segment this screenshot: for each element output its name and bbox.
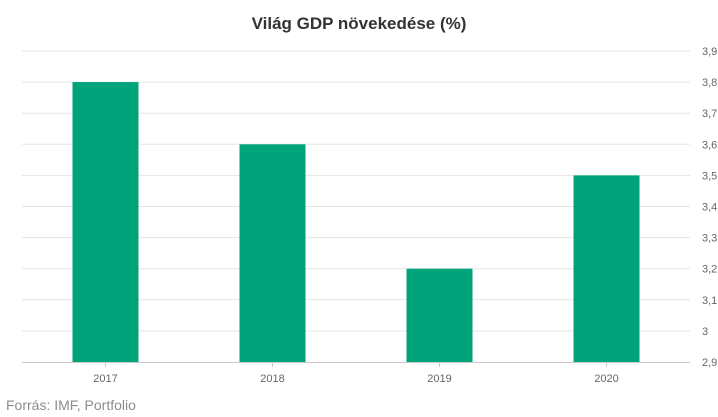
y-tick-label: 3,4	[702, 202, 717, 214]
source-note: Forrás: IMF, Portfolio	[6, 397, 136, 413]
y-tick-label: 3,3	[702, 233, 717, 245]
y-tick-label: 3,1	[702, 295, 717, 307]
bars	[72, 82, 640, 362]
y-tick-label: 3,9	[702, 46, 717, 58]
x-axis	[22, 362, 690, 367]
bar	[72, 82, 139, 362]
y-tick-label: 3,6	[702, 139, 717, 151]
y-tick-label: 3,7	[702, 108, 717, 120]
y-axis: 2,9 3 3,1 3,2 3,3 3,4 3,5 3,6 3,7 3,8 3,9	[702, 46, 717, 369]
bar	[573, 175, 640, 362]
x-tick-labels: 2017 2018 2019 2020	[93, 373, 618, 385]
y-tick-label: 2,9	[702, 357, 717, 369]
y-tick-label: 3,8	[702, 77, 717, 89]
chart-title: Világ GDP növekedése (%)	[251, 14, 467, 33]
y-tick-label: 3,5	[702, 170, 717, 182]
x-tick-label: 2020	[594, 373, 618, 385]
x-tick-label: 2019	[427, 373, 451, 385]
x-tick-label: 2018	[260, 373, 284, 385]
y-tick-label: 3,2	[702, 264, 717, 276]
y-tick-label: 3	[702, 326, 708, 338]
x-tick-label: 2017	[93, 373, 117, 385]
bar	[239, 144, 306, 362]
bar	[406, 268, 473, 362]
